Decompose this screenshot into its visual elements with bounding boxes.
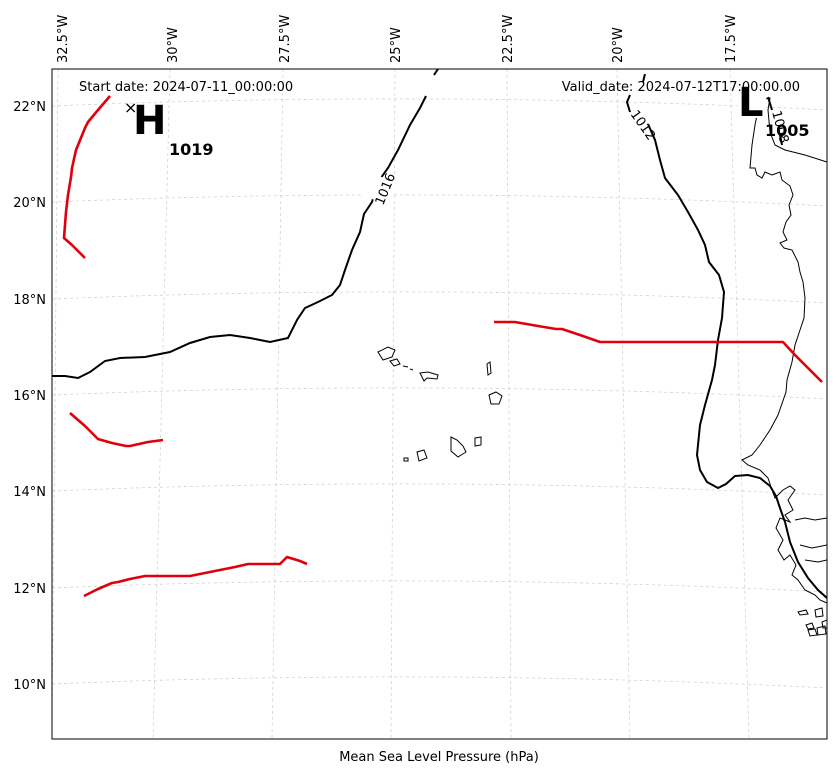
island-santa-luzia	[402, 365, 414, 371]
parallel-line	[52, 194, 827, 207]
isobar-1016-top	[433, 69, 439, 76]
meridian-gridlines	[52, 69, 750, 739]
parallel-line	[52, 98, 827, 111]
lat-tick-label: 12°N	[13, 582, 46, 597]
lat-tick-label: 22°N	[13, 100, 46, 115]
lat-tick-label: 18°N	[13, 293, 46, 308]
map-content	[52, 69, 827, 739]
parallel-line	[52, 387, 827, 400]
valid-date-label: Valid_date: 2024-07-12T17:00:00.00	[562, 80, 800, 95]
parallel-line	[52, 580, 827, 593]
africa-coastline	[741, 97, 827, 604]
cape-verde-islands	[377, 346, 503, 462]
longitude-tick-labels: 32.5°W 30°W 27.5°W 25°W 22.5°W 20°W 17.5…	[56, 15, 739, 63]
high-pressure-center: × H 1019	[124, 98, 214, 159]
lon-tick-label: 25°W	[389, 27, 404, 63]
meridian-line	[152, 69, 171, 739]
map-bottom-title: Mean Sea Level Pressure (hPa)	[339, 750, 539, 765]
lat-tick-label: 14°N	[13, 485, 46, 500]
low-center-letter: L	[738, 80, 764, 126]
parallel-line	[52, 291, 827, 304]
start-date-label: Start date: 2024-07-11_00:00:00	[79, 80, 293, 95]
island-brava	[403, 457, 409, 462]
lat-tick-label: 10°N	[13, 678, 46, 693]
parallel-line	[52, 676, 827, 689]
bijagos-islands	[797, 607, 827, 637]
meridian-line	[616, 69, 631, 739]
meridian-line	[506, 69, 512, 739]
island-sal	[486, 361, 492, 376]
front-line	[494, 320, 823, 383]
guinea-bissau-coast	[794, 517, 827, 563]
lon-tick-label: 22.5°W	[501, 15, 516, 63]
island-santo-antao	[377, 346, 396, 361]
island-boa-vista	[488, 391, 503, 405]
island-sao-nicolau	[419, 371, 439, 382]
front-line	[83, 555, 308, 598]
island-santiago	[450, 436, 467, 458]
island-maio	[474, 436, 482, 447]
isobar-1008	[767, 96, 783, 146]
meridian-line	[52, 69, 59, 739]
lon-tick-label: 27.5°W	[278, 15, 293, 63]
low-pressure-center: L 1005	[738, 80, 810, 140]
high-center-letter: H	[133, 98, 166, 144]
meridian-line	[271, 69, 284, 739]
parallel-gridlines	[52, 98, 827, 689]
front-line	[62, 95, 111, 259]
high-center-value: 1019	[169, 140, 214, 159]
meridian-line	[390, 69, 396, 739]
isobar-1012	[625, 73, 827, 599]
low-center-value: 1005	[765, 121, 810, 140]
meridian-line	[729, 69, 750, 739]
contour-label-bg	[355, 170, 399, 206]
lon-tick-label: 32.5°W	[56, 15, 71, 63]
low-center-letter-bg	[738, 96, 766, 118]
front-line	[69, 412, 164, 448]
latitude-tick-labels: 22°N 20°N 18°N 16°N 14°N 12°N 10°N	[13, 100, 46, 693]
island-sao-vicente	[389, 358, 401, 367]
lat-tick-label: 16°N	[13, 389, 46, 404]
map-frame-bg	[52, 69, 827, 739]
parallel-line	[52, 483, 827, 496]
lon-tick-label: 20°W	[611, 27, 626, 63]
island-fogo	[416, 449, 428, 462]
high-center-marker: ×	[124, 98, 137, 117]
map-frame-border	[51, 68, 828, 740]
lon-tick-label: 30°W	[166, 27, 181, 63]
lon-tick-label: 17.5°W	[724, 15, 739, 63]
lat-tick-label: 20°N	[13, 196, 46, 211]
